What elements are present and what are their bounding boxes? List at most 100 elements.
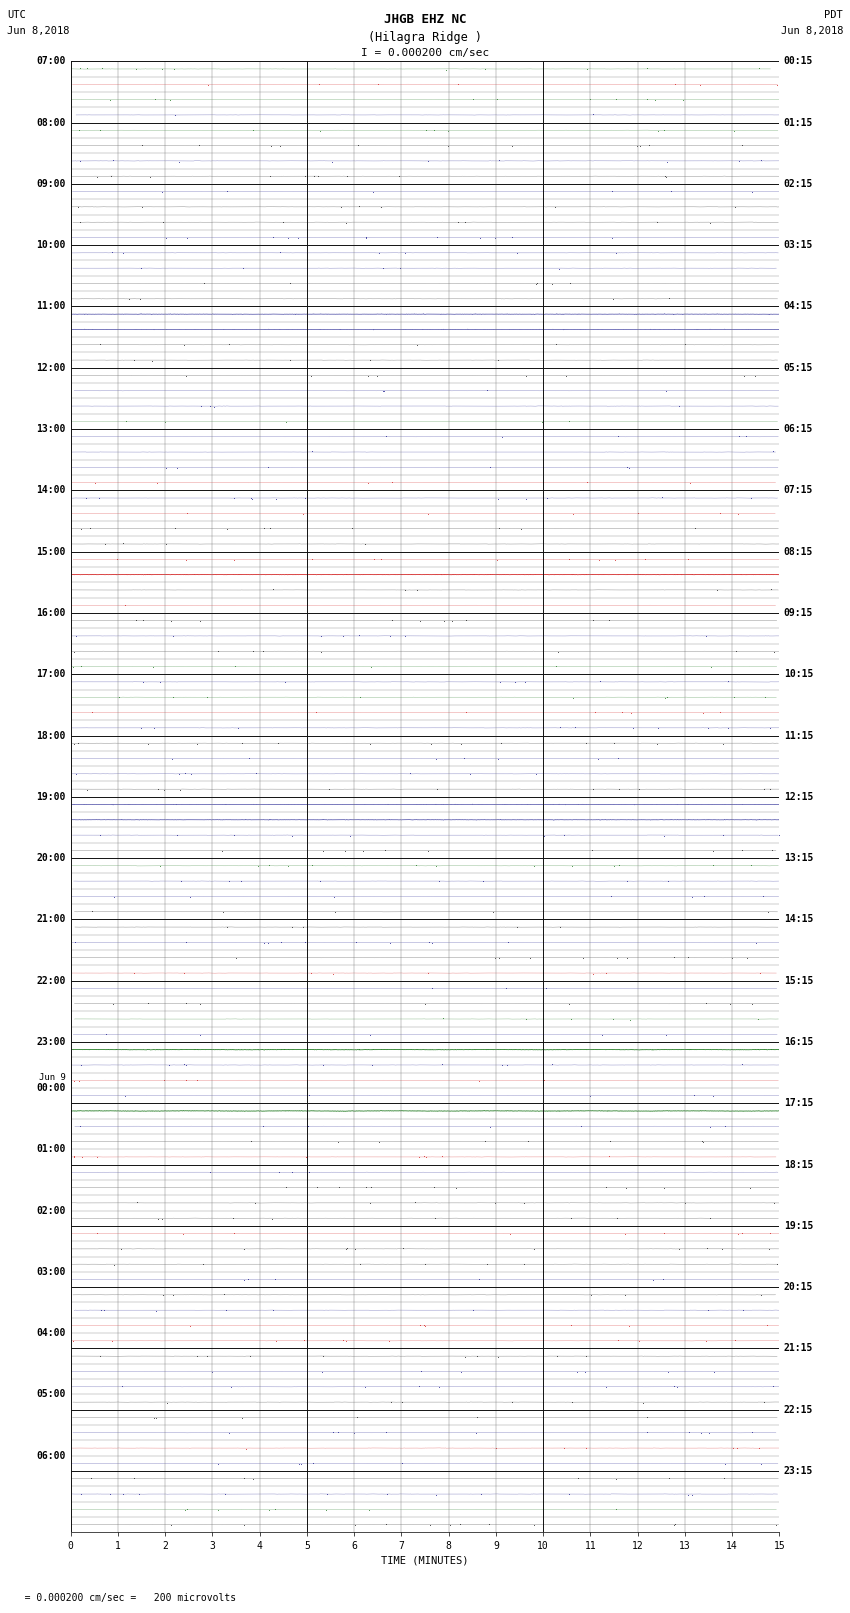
- Point: [244, 1127, 258, 1153]
- Point: [300, 1129, 314, 1155]
- Point: [681, 545, 694, 571]
- Point: [374, 195, 388, 221]
- Point: [315, 1360, 329, 1386]
- Text: 01:15: 01:15: [784, 118, 813, 127]
- Point: [68, 1144, 82, 1169]
- Point: [127, 960, 140, 986]
- Point: [503, 1221, 517, 1247]
- Point: [488, 945, 502, 971]
- Point: [194, 608, 207, 634]
- Point: [715, 1236, 728, 1261]
- Point: [707, 1358, 721, 1384]
- Point: [415, 1358, 428, 1384]
- Point: [428, 118, 441, 144]
- Text: Jun 8,2018: Jun 8,2018: [780, 26, 843, 35]
- Point: [150, 1298, 163, 1324]
- Point: [340, 210, 354, 235]
- Point: [695, 1129, 709, 1155]
- Point: [222, 332, 235, 358]
- Point: [546, 271, 559, 297]
- Point: [425, 931, 439, 957]
- Point: [336, 1327, 349, 1353]
- Point: [436, 1005, 450, 1031]
- Point: [417, 1311, 431, 1337]
- Point: [332, 1174, 345, 1200]
- Point: [269, 1497, 282, 1523]
- Point: [758, 684, 772, 710]
- Point: [753, 960, 767, 986]
- Point: [624, 1007, 638, 1032]
- Text: 17:15: 17:15: [784, 1098, 813, 1108]
- Text: 10:15: 10:15: [784, 669, 813, 679]
- Point: [148, 85, 162, 111]
- Point: [296, 915, 309, 940]
- Point: [505, 132, 518, 158]
- Point: [136, 608, 150, 634]
- Text: 23:15: 23:15: [784, 1466, 813, 1476]
- Point: [413, 1313, 427, 1339]
- Point: [219, 1297, 233, 1323]
- Point: [581, 56, 594, 82]
- Point: [157, 777, 171, 803]
- Point: [564, 271, 577, 297]
- Point: [338, 837, 352, 863]
- Point: [312, 163, 326, 189]
- Point: [430, 776, 444, 802]
- Point: [706, 839, 720, 865]
- Point: [224, 1374, 237, 1400]
- Point: [668, 71, 682, 97]
- Point: [150, 469, 164, 495]
- Point: [655, 484, 669, 510]
- Point: [586, 606, 600, 632]
- Point: [482, 1511, 496, 1537]
- Point: [649, 87, 662, 113]
- Point: [744, 1174, 757, 1200]
- Point: [130, 1189, 144, 1215]
- Point: [754, 147, 768, 173]
- Text: 21:15: 21:15: [784, 1344, 813, 1353]
- Point: [392, 163, 405, 189]
- Point: [316, 837, 330, 863]
- Point: [441, 132, 455, 158]
- Point: [173, 148, 186, 174]
- Point: [93, 1344, 106, 1369]
- Point: [326, 148, 339, 174]
- Point: [154, 853, 167, 879]
- Point: [445, 608, 458, 634]
- Point: [660, 1358, 674, 1384]
- Point: [609, 1466, 622, 1492]
- Point: [399, 577, 412, 603]
- Point: [658, 163, 672, 189]
- Point: [398, 240, 411, 266]
- Point: [458, 1344, 472, 1369]
- Point: [733, 148, 746, 174]
- Point: [611, 745, 625, 771]
- Point: [586, 776, 600, 802]
- Point: [278, 669, 292, 695]
- Point: [353, 1252, 366, 1277]
- Point: [129, 56, 143, 82]
- Point: [589, 698, 603, 724]
- Point: [281, 853, 295, 879]
- Point: [449, 1176, 462, 1202]
- Text: 05:15: 05:15: [784, 363, 813, 373]
- Point: [167, 56, 181, 82]
- Point: [480, 1252, 494, 1277]
- Point: [591, 747, 604, 773]
- Point: [493, 669, 507, 695]
- Point: [118, 592, 132, 618]
- Point: [549, 332, 563, 358]
- Text: 03:00: 03:00: [36, 1266, 65, 1277]
- Text: 17:00: 17:00: [36, 669, 65, 679]
- Point: [599, 1374, 613, 1400]
- Point: [322, 776, 336, 802]
- Point: [572, 1466, 586, 1492]
- Point: [220, 516, 234, 542]
- Point: [105, 1329, 119, 1355]
- Text: 22:00: 22:00: [36, 976, 65, 986]
- Point: [257, 1113, 270, 1139]
- Point: [314, 623, 328, 648]
- Point: [441, 118, 455, 144]
- Point: [241, 1266, 255, 1292]
- Point: [179, 363, 193, 389]
